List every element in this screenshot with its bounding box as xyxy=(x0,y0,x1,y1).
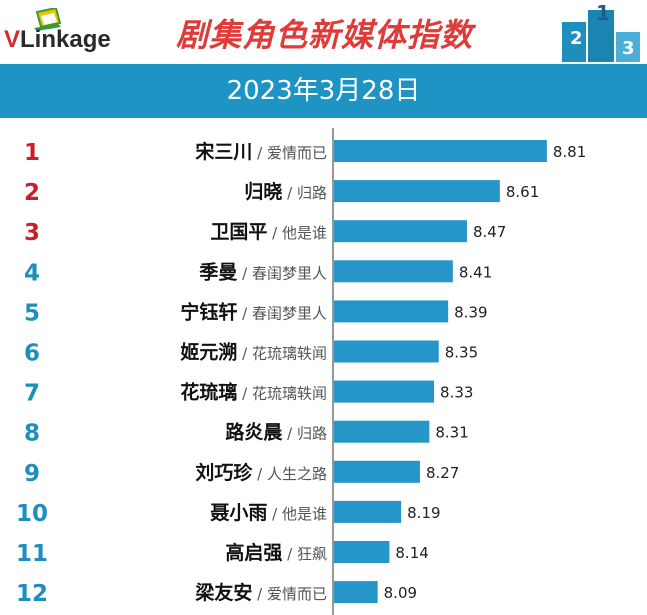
category-label: 归晓 / 归路 xyxy=(244,180,327,203)
value-label: 8.33 xyxy=(440,384,473,402)
drama-title: / 归路 xyxy=(282,425,327,443)
value-label: 8.19 xyxy=(407,504,440,522)
category-label: 姬元溯 / 花琉璃轶闻 xyxy=(180,341,327,364)
bar xyxy=(334,220,467,243)
bar xyxy=(334,460,420,483)
value-label: 8.09 xyxy=(384,584,417,602)
drama-title: / 人生之路 xyxy=(252,465,327,483)
bar xyxy=(334,300,449,323)
value-label: 8.47 xyxy=(473,223,506,241)
value-label: 8.31 xyxy=(435,424,468,442)
svg-text:3: 3 xyxy=(622,38,635,59)
drama-title: / 他是谁 xyxy=(267,224,327,242)
drama-title: / 归路 xyxy=(282,184,327,202)
header: VLinkage 剧集角色新媒体指数 2 1 3 xyxy=(0,0,647,62)
podium-icon: 2 1 3 xyxy=(562,1,640,62)
bar xyxy=(334,581,378,604)
category-label: 宋三川 / 爱情而已 xyxy=(194,140,327,163)
category-label: 梁友安 / 爱情而已 xyxy=(194,581,327,604)
bar xyxy=(334,420,430,443)
character-name: 归晓 xyxy=(244,180,282,203)
value-label: 8.35 xyxy=(445,344,478,362)
chart-date: 2023年3月28日 xyxy=(226,76,421,106)
chart-title: 剧集角色新媒体指数 xyxy=(176,16,474,54)
brand-logo: VLinkage xyxy=(4,8,144,58)
rank-number: 9 xyxy=(24,461,40,487)
value-label: 8.81 xyxy=(553,143,586,161)
character-name: 刘巧珍 xyxy=(195,461,253,484)
character-name: 季曼 xyxy=(199,261,237,283)
svg-text:1: 1 xyxy=(596,1,610,25)
value-label: 8.39 xyxy=(454,303,487,321)
drama-title: / 狂飙 xyxy=(282,545,327,563)
category-label: 宁钰轩 / 春闺梦里人 xyxy=(180,300,327,323)
character-name: 高启强 xyxy=(225,541,282,564)
value-label: 8.14 xyxy=(395,544,428,562)
rank-number: 2 xyxy=(24,180,40,206)
drama-title: / 花琉璃轶闻 xyxy=(237,385,327,403)
drama-title: / 花琉璃轶闻 xyxy=(237,345,327,363)
brand-name: VLinkage xyxy=(4,26,111,53)
drama-title: / 春闺梦里人 xyxy=(237,304,327,322)
laptop-icon xyxy=(34,8,62,31)
category-label: 高启强 / 狂飙 xyxy=(225,541,327,564)
character-name: 聂小雨 xyxy=(209,502,267,524)
character-name: 姬元溯 xyxy=(180,341,237,364)
character-name: 卫国平 xyxy=(210,221,267,243)
category-label: 花琉璃 / 花琉璃轶闻 xyxy=(180,381,327,404)
rank-number: 12 xyxy=(16,581,48,607)
drama-title: / 爱情而已 xyxy=(252,144,327,162)
rank-number: 5 xyxy=(24,300,40,326)
character-name: 梁友安 xyxy=(194,581,252,604)
bar xyxy=(334,260,453,283)
bar xyxy=(334,140,547,162)
svg-text:2: 2 xyxy=(570,28,583,49)
category-label: 路炎晨 / 归路 xyxy=(225,421,327,444)
bar xyxy=(334,500,402,523)
character-name: 路炎晨 xyxy=(225,421,283,444)
value-label: 8.41 xyxy=(459,263,492,281)
rank-number: 6 xyxy=(24,341,40,367)
drama-title: / 他是谁 xyxy=(267,505,327,523)
category-label: 卫国平 / 他是谁 xyxy=(210,221,327,243)
bar xyxy=(334,541,390,563)
rank-number: 4 xyxy=(24,260,40,286)
rank-number: 7 xyxy=(24,381,40,407)
character-name: 宋三川 xyxy=(194,140,252,163)
character-name: 宁钰轩 xyxy=(180,300,237,323)
bar xyxy=(334,180,500,203)
category-label: 季曼 / 春闺梦里人 xyxy=(199,261,327,283)
category-label: 聂小雨 / 他是谁 xyxy=(209,502,327,524)
drama-title: / 春闺梦里人 xyxy=(237,264,327,282)
rank-number: 8 xyxy=(24,421,40,447)
rank-number: 10 xyxy=(16,501,48,527)
drama-title: / 爱情而已 xyxy=(252,585,327,603)
value-label: 8.27 xyxy=(426,464,459,482)
rank-number: 3 xyxy=(24,220,40,246)
bar xyxy=(334,380,435,403)
category-label: 刘巧珍 / 人生之路 xyxy=(195,461,327,484)
ranking-chart: 1 宋三川 / 爱情而已 8.81 2 归晓 / 归路 8.61 3 卫国平 / 他是谁 8.4… xyxy=(16,128,586,615)
date-banner: 2023年3月28日 xyxy=(0,64,647,118)
value-label: 8.61 xyxy=(506,183,539,201)
bar xyxy=(334,340,439,363)
rank-number: 1 xyxy=(24,140,40,166)
character-name: 花琉璃 xyxy=(180,381,237,404)
rank-number: 11 xyxy=(16,541,48,567)
